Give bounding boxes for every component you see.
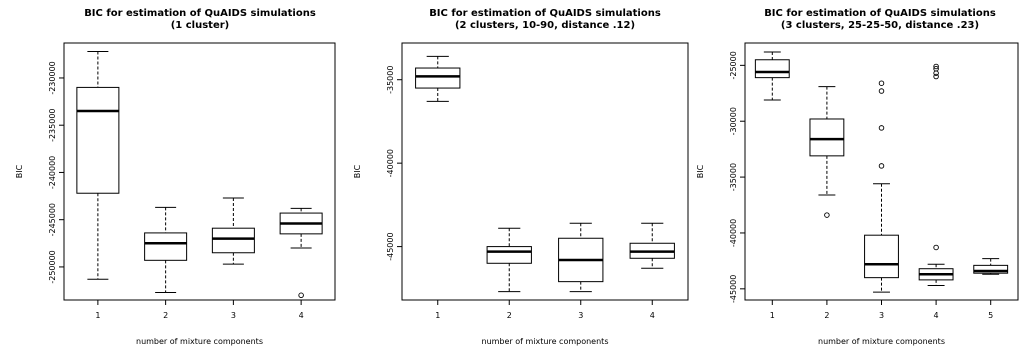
box-5 <box>973 258 1009 275</box>
box-4 <box>918 63 954 286</box>
x-tick-label: 3 <box>879 311 884 320</box>
outlier-point <box>878 80 885 86</box>
y-tick-label: -250000 <box>48 250 57 283</box>
x-tick-label: 4 <box>299 311 304 320</box>
chart-subtitle: (1 cluster) <box>171 20 230 31</box>
x-axis: 1 2 3 4 <box>95 300 304 320</box>
x-tick-label: 2 <box>507 311 512 320</box>
y-tick-label: -35000 <box>729 163 738 191</box>
x-tick-label: 2 <box>824 311 829 320</box>
iqr-box <box>211 227 255 254</box>
y-axis: -35000 -40000 -45000 <box>386 66 402 261</box>
box-3 <box>211 197 255 265</box>
box-4 <box>279 207 323 299</box>
chart-subtitle: (3 clusters, 25-25-50, distance .23) <box>781 20 979 31</box>
x-tick-label: 1 <box>435 311 440 320</box>
x-tick-label: 4 <box>934 311 939 320</box>
chart-panel-3: BIC for estimation of QuAIDS simulations… <box>696 8 1019 346</box>
iqr-box <box>76 86 120 194</box>
y-axis-label: BIC <box>353 164 362 178</box>
x-tick-label: 3 <box>231 311 236 320</box>
x-axis-label: number of mixture components <box>136 337 263 346</box>
y-tick-label: -30000 <box>729 107 738 135</box>
chart-title: BIC for estimation of QuAIDS simulations <box>429 8 661 19</box>
outlier-point <box>878 88 885 94</box>
iqr-box <box>754 59 790 79</box>
outlier-point <box>824 212 830 218</box>
iqr-box <box>415 67 461 89</box>
chart-title: BIC for estimation of QuAIDS simulations <box>84 8 316 19</box>
y-tick-label: -45000 <box>386 232 395 260</box>
outlier-point <box>933 65 939 72</box>
chart-panel-1: BIC for estimation of QuAIDS simulations… <box>15 8 336 346</box>
x-axis: 1 2 3 4 <box>435 300 655 320</box>
x-tick-label: 1 <box>95 311 100 320</box>
box-1 <box>754 51 790 101</box>
box-3 <box>864 80 899 293</box>
y-tick-label: -35000 <box>386 66 395 94</box>
y-axis: -25000 -30000 -35000 -40000 -45000 <box>729 51 745 303</box>
box-2 <box>144 206 188 293</box>
iqr-box <box>809 118 845 157</box>
y-tick-label: -25000 <box>729 51 738 79</box>
x-axis-label: number of mixture components <box>818 337 945 346</box>
chart-panel-2: BIC for estimation of QuAIDS simulations… <box>353 8 689 346</box>
box-3 <box>558 222 604 293</box>
x-axis: 1 2 3 4 5 <box>770 300 993 320</box>
y-tick-label: -40000 <box>386 149 395 177</box>
outlier-point <box>933 244 939 251</box>
y-axis: -230000 -235000 -240000 -245000 -250000 <box>48 61 64 284</box>
x-axis-label: number of mixture components <box>482 337 609 346</box>
y-tick-label: -230000 <box>48 61 57 94</box>
outlier-point <box>933 73 939 80</box>
chart-title: BIC for estimation of QuAIDS simulations <box>764 8 996 19</box>
y-tick-label: -240000 <box>48 156 57 189</box>
chart-subtitle: (2 clusters, 10-90, distance .12) <box>455 20 635 31</box>
x-tick-label: 2 <box>163 311 168 320</box>
y-tick-label: -45000 <box>729 275 738 303</box>
y-tick-label: -40000 <box>729 219 738 247</box>
iqr-box <box>864 234 899 279</box>
outlier-point <box>933 70 939 76</box>
outlier-point <box>298 292 304 299</box>
box-4 <box>629 222 675 269</box>
x-tick-label: 3 <box>578 311 583 320</box>
iqr-box <box>144 232 188 261</box>
plot-frame <box>63 42 336 301</box>
iqr-box <box>486 246 532 264</box>
iqr-box <box>973 264 1009 274</box>
y-axis-label: BIC <box>696 164 705 178</box>
outlier-point <box>878 163 885 169</box>
box-2 <box>486 227 532 293</box>
outlier-point <box>878 125 885 131</box>
box-2 <box>809 86 845 218</box>
x-tick-label: 1 <box>770 311 775 320</box>
x-tick-label: 4 <box>650 311 655 320</box>
plot-frame <box>401 42 689 301</box>
box-1 <box>76 51 120 280</box>
y-tick-label: -245000 <box>48 203 57 236</box>
box-1 <box>415 55 461 102</box>
x-tick-label: 5 <box>988 311 993 320</box>
y-axis-label: BIC <box>15 164 24 178</box>
y-tick-label: -235000 <box>48 108 57 141</box>
outlier-point <box>933 63 939 70</box>
